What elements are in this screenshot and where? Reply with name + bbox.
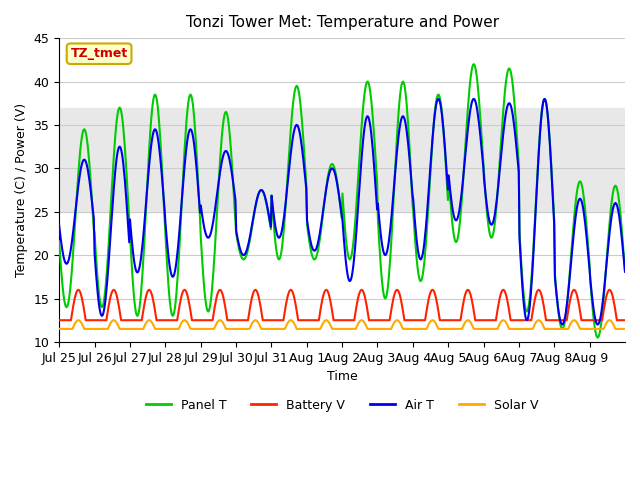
Y-axis label: Temperature (C) / Power (V): Temperature (C) / Power (V)	[15, 103, 28, 277]
Panel T	[254, 194, 262, 200]
Battery V	[74, 287, 82, 293]
Panel T	[275, 257, 283, 263]
Solar V	[433, 323, 441, 328]
Title: Tonzi Tower Met: Temperature and Power: Tonzi Tower Met: Temperature and Power	[186, 15, 499, 30]
Battery V	[227, 317, 234, 323]
Air T	[254, 194, 262, 200]
Battery V	[621, 317, 629, 323]
Battery V	[401, 317, 409, 323]
Line: Air T: Air T	[59, 99, 625, 324]
Line: Battery V: Battery V	[59, 290, 625, 320]
X-axis label: Time: Time	[326, 370, 358, 383]
Solar V	[621, 326, 629, 332]
Air T	[122, 186, 129, 192]
Panel T	[55, 239, 63, 244]
Battery V	[255, 293, 262, 299]
Solar V	[55, 326, 63, 332]
Solar V	[74, 317, 82, 323]
Text: TZ_tmet: TZ_tmet	[70, 47, 128, 60]
Solar V	[227, 326, 234, 332]
Solar V	[401, 326, 409, 332]
Air T	[432, 102, 440, 108]
Panel T	[226, 130, 234, 135]
Solar V	[255, 320, 262, 325]
Battery V	[276, 317, 284, 323]
Air T	[621, 269, 629, 275]
Air T	[559, 322, 566, 327]
Battery V	[433, 300, 441, 305]
Panel T	[432, 99, 440, 105]
Legend: Panel T, Battery V, Air T, Solar V: Panel T, Battery V, Air T, Solar V	[141, 394, 543, 417]
Battery V	[122, 317, 130, 323]
Air T	[275, 235, 283, 240]
Battery V	[55, 317, 63, 323]
Solar V	[276, 326, 284, 332]
Bar	[59, 108, 625, 212]
Panel T	[470, 61, 477, 67]
Air T	[435, 96, 442, 102]
Panel T	[401, 83, 408, 88]
Solar V	[122, 326, 130, 332]
Air T	[226, 157, 234, 163]
Panel T	[621, 269, 629, 275]
Air T	[55, 222, 63, 228]
Panel T	[122, 155, 129, 160]
Line: Panel T: Panel T	[59, 64, 625, 337]
Panel T	[594, 335, 602, 340]
Air T	[401, 116, 408, 121]
Line: Solar V: Solar V	[59, 320, 625, 329]
